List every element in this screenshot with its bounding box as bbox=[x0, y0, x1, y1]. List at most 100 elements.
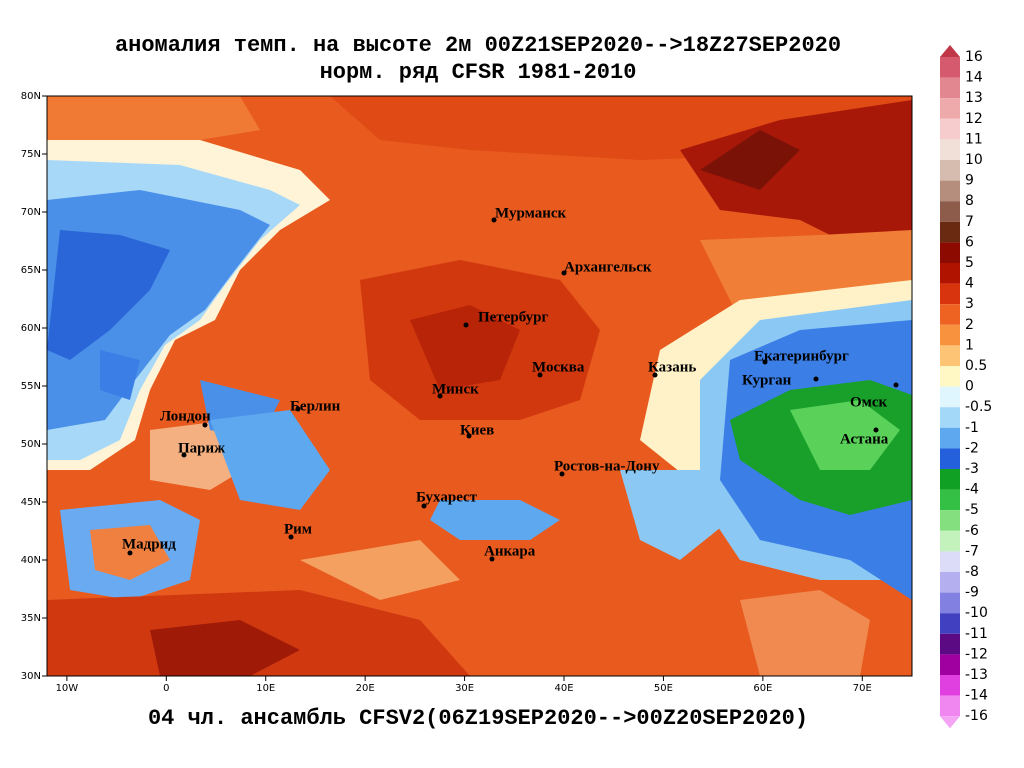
x-tick-label: 20E bbox=[356, 683, 375, 694]
footer: 04 чл. ансамбль CFSV2(06Z19SEP2020-->00Z… bbox=[148, 706, 808, 731]
colorbar-label: -14 bbox=[965, 688, 988, 704]
colorbar-box bbox=[940, 324, 960, 346]
y-tick-label: 55N bbox=[21, 381, 41, 392]
city-label: Бухарест bbox=[416, 489, 478, 505]
colorbar-label: 11 bbox=[965, 131, 983, 147]
y-tick-label: 35N bbox=[21, 613, 41, 624]
colorbar-label: 13 bbox=[965, 90, 983, 106]
colorbar-box bbox=[940, 407, 960, 428]
colorbar-box bbox=[940, 489, 960, 511]
colorbar-label: -1 bbox=[965, 420, 979, 436]
colorbar-box bbox=[940, 654, 960, 675]
colorbar-label: 10 bbox=[965, 152, 983, 168]
colorbar-label: -0.5 bbox=[965, 399, 992, 415]
colorbar-label: -3 bbox=[965, 461, 979, 477]
city-label: Казань bbox=[648, 359, 696, 375]
colorbar-box bbox=[940, 366, 960, 387]
y-tick-label: 75N bbox=[21, 149, 41, 160]
city-label: Мадрид bbox=[122, 536, 176, 552]
x-tick-label: 30E bbox=[455, 683, 474, 694]
colorbar-box bbox=[940, 572, 960, 593]
city-label: Астана bbox=[840, 431, 889, 447]
colorbar-box bbox=[940, 469, 960, 490]
colorbar-label: 14 bbox=[965, 70, 983, 86]
city-label: Петербург bbox=[478, 309, 548, 325]
colorbar-box bbox=[940, 98, 960, 119]
city-label: Курган bbox=[742, 372, 792, 388]
colorbar-label: 16 bbox=[965, 49, 983, 65]
colorbar-box bbox=[940, 695, 960, 717]
colorbar-label: 2 bbox=[965, 317, 974, 333]
colorbar-box bbox=[940, 448, 960, 469]
colorbar-label: -8 bbox=[965, 564, 979, 580]
city-label: Москва bbox=[532, 359, 585, 375]
y-tick-label: 45N bbox=[21, 497, 41, 508]
city-label: Киев bbox=[460, 422, 494, 438]
city-label: Анкара bbox=[484, 543, 536, 559]
colorbar-box bbox=[940, 345, 960, 366]
colorbar-label: -6 bbox=[965, 523, 979, 539]
x-tick-label: 0 bbox=[163, 683, 169, 694]
city-label: Рим bbox=[284, 521, 312, 537]
colorbar-box bbox=[940, 77, 960, 99]
y-tick-label: 50N bbox=[21, 439, 41, 450]
y-tick-label: 65N bbox=[21, 265, 41, 276]
colorbar-box bbox=[940, 592, 960, 614]
colorbar-box bbox=[940, 139, 960, 160]
x-tick-label: 50E bbox=[654, 683, 673, 694]
colorbar-label: -13 bbox=[965, 667, 988, 683]
colorbar-label: -5 bbox=[965, 502, 979, 518]
colorbar-label: 4 bbox=[965, 276, 974, 292]
colorbar-label: -16 bbox=[965, 708, 988, 724]
colorbar-box bbox=[940, 633, 960, 655]
colorbar-label: 3 bbox=[965, 296, 974, 312]
anomaly-field bbox=[47, 96, 912, 676]
x-tick-label: 60E bbox=[753, 683, 772, 694]
colorbar-box bbox=[940, 180, 960, 202]
colorbar-label: -7 bbox=[965, 543, 979, 559]
city-label: Берлин bbox=[290, 398, 341, 414]
colorbar-label: 0 bbox=[965, 379, 974, 395]
y-tick-label: 60N bbox=[21, 323, 41, 334]
colorbar-label: -12 bbox=[965, 646, 988, 662]
colorbar-box bbox=[940, 675, 960, 696]
colorbar-low bbox=[940, 716, 960, 729]
y-tick-label: 80N bbox=[21, 91, 41, 102]
colorbar-label: 9 bbox=[965, 173, 974, 189]
city-label: Мурманск bbox=[495, 205, 566, 221]
colorbar-box bbox=[940, 221, 960, 243]
city-dots bbox=[127, 217, 899, 562]
colorbar-box bbox=[940, 386, 960, 408]
colorbar-box bbox=[940, 427, 960, 449]
colorbar-box bbox=[940, 160, 960, 181]
city-label: Екатеринбург bbox=[754, 348, 849, 364]
city-label: Ростов-на-Дону bbox=[554, 458, 660, 474]
colorbar-label: 6 bbox=[965, 234, 974, 250]
colorbar-label: 5 bbox=[965, 255, 974, 271]
city-label: Омск bbox=[850, 394, 888, 410]
colorbar-label: -9 bbox=[965, 585, 979, 601]
x-tick-label: 10E bbox=[256, 683, 275, 694]
colorbar-label: -2 bbox=[965, 440, 979, 456]
y-tick-label: 30N bbox=[21, 671, 41, 682]
y-tick-label: 40N bbox=[21, 555, 41, 566]
title: аномалия темп. на высоте 2м 00Z21SEP2020… bbox=[115, 33, 841, 58]
y-tick-label: 70N bbox=[21, 207, 41, 218]
colorbar-label: 0.5 bbox=[965, 358, 987, 374]
colorbar-box bbox=[940, 201, 960, 222]
colorbar-label: 7 bbox=[965, 214, 974, 230]
colorbar-label: -10 bbox=[965, 605, 988, 621]
city-label: Минск bbox=[432, 381, 479, 397]
colorbar-box bbox=[940, 510, 960, 531]
colorbar-box bbox=[940, 283, 960, 305]
colorbar-box bbox=[940, 551, 960, 572]
colorbar-high bbox=[940, 45, 960, 57]
colorbar-box bbox=[940, 242, 960, 263]
colorbar-label: 8 bbox=[965, 193, 974, 209]
colorbar-box bbox=[940, 263, 960, 284]
colorbar-box bbox=[940, 304, 960, 325]
city-label: Архангельск bbox=[564, 259, 652, 275]
colorbar-label: 12 bbox=[965, 111, 983, 127]
colorbar-box bbox=[940, 530, 960, 552]
